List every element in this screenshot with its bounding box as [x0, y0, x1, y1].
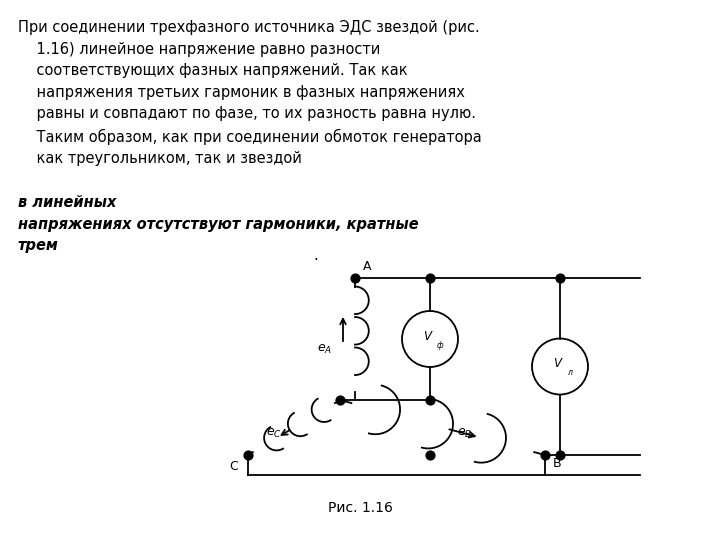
Text: $e_A$: $e_A$	[318, 342, 333, 355]
Text: $e_B$: $e_B$	[457, 427, 472, 440]
Text: $_л$: $_л$	[567, 368, 573, 379]
Text: в линейных
напряжениях отсутствуют гармоники, кратные
трем: в линейных напряжениях отсутствуют гармо…	[18, 195, 418, 253]
Point	[554, 274, 566, 282]
Text: C: C	[229, 460, 238, 473]
Point	[242, 451, 253, 460]
Text: Рис. 1.16: Рис. 1.16	[328, 501, 392, 515]
Point	[424, 396, 436, 404]
Text: $e_C$: $e_C$	[266, 427, 282, 440]
Text: .: .	[313, 248, 318, 263]
Text: $V$: $V$	[423, 329, 433, 342]
Point	[554, 451, 566, 460]
Text: A: A	[363, 260, 372, 273]
Text: $_ф$: $_ф$	[436, 339, 444, 354]
Point	[539, 451, 551, 460]
Point	[334, 396, 346, 404]
Text: B: B	[553, 457, 562, 470]
Point	[424, 451, 436, 460]
Text: При соединении трехфазного источника ЭДС звездой (рис.
    1.16) линейное напряж: При соединении трехфазного источника ЭДС…	[18, 20, 482, 166]
Text: $V$: $V$	[553, 357, 563, 370]
Point	[349, 274, 361, 282]
Point	[424, 274, 436, 282]
